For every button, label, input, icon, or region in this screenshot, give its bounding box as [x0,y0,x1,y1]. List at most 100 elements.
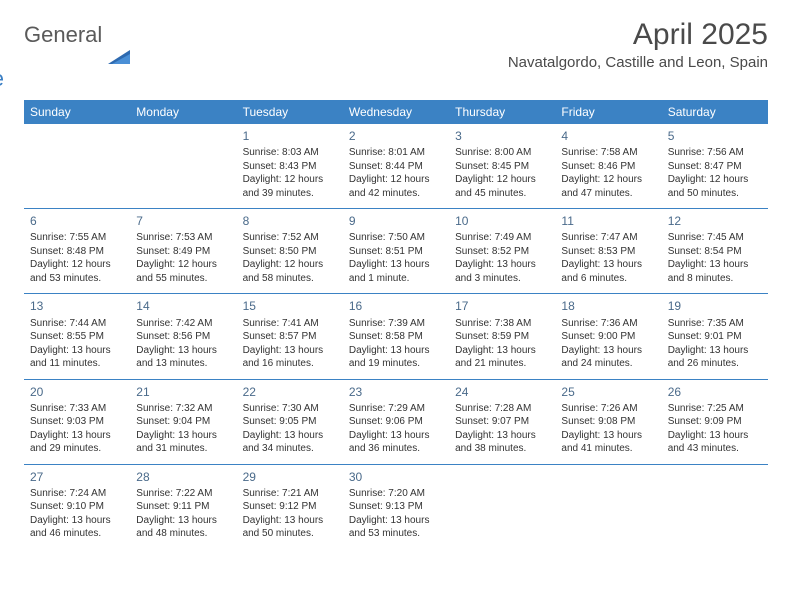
day-number: 2 [349,128,443,144]
calendar-empty-cell [130,124,236,209]
sunrise-text: Sunrise: 7:56 AM [668,146,762,160]
sunset-text: Sunset: 9:07 PM [455,415,549,429]
sunset-text: Sunset: 9:11 PM [136,500,230,514]
day-number: 20 [30,384,124,400]
calendar-day-cell: 20Sunrise: 7:33 AMSunset: 9:03 PMDayligh… [24,379,130,464]
calendar-day-cell: 4Sunrise: 7:58 AMSunset: 8:46 PMDaylight… [555,124,661,209]
logo-text-blue: Blue [0,66,102,92]
calendar-day-cell: 23Sunrise: 7:29 AMSunset: 9:06 PMDayligh… [343,379,449,464]
sunset-text: Sunset: 8:53 PM [561,245,655,259]
sunrise-text: Sunrise: 7:39 AM [349,317,443,331]
sunrise-text: Sunrise: 7:53 AM [136,231,230,245]
day-number: 7 [136,213,230,229]
sunset-text: Sunset: 9:00 PM [561,330,655,344]
calendar-week-row: 20Sunrise: 7:33 AMSunset: 9:03 PMDayligh… [24,379,768,464]
sunset-text: Sunset: 8:50 PM [243,245,337,259]
daylight-text: Daylight: 13 hours [136,429,230,443]
calendar-day-cell: 1Sunrise: 8:03 AMSunset: 8:43 PMDaylight… [237,124,343,209]
day-number: 4 [561,128,655,144]
day-number: 16 [349,298,443,314]
daylight-text: Daylight: 12 hours [243,173,337,187]
daylight-text: and 39 minutes. [243,187,337,201]
daylight-text: and 6 minutes. [561,272,655,286]
daylight-text: Daylight: 13 hours [561,258,655,272]
calendar-day-cell: 12Sunrise: 7:45 AMSunset: 8:54 PMDayligh… [662,209,768,294]
sunrise-text: Sunrise: 7:44 AM [30,317,124,331]
daylight-text: and 13 minutes. [136,357,230,371]
calendar-day-cell: 9Sunrise: 7:50 AMSunset: 8:51 PMDaylight… [343,209,449,294]
daylight-text: and 24 minutes. [561,357,655,371]
sunrise-text: Sunrise: 7:35 AM [668,317,762,331]
sunrise-text: Sunrise: 8:03 AM [243,146,337,160]
day-number: 19 [668,298,762,314]
daylight-text: Daylight: 13 hours [668,429,762,443]
sunrise-text: Sunrise: 7:36 AM [561,317,655,331]
day-number: 15 [243,298,337,314]
daylight-text: and 19 minutes. [349,357,443,371]
daylight-text: Daylight: 12 hours [136,258,230,272]
day-number: 25 [561,384,655,400]
day-number: 11 [561,213,655,229]
sunset-text: Sunset: 8:44 PM [349,160,443,174]
logo-text-general: General [24,22,102,48]
sunrise-text: Sunrise: 7:25 AM [668,402,762,416]
daylight-text: and 45 minutes. [455,187,549,201]
calendar-empty-cell [24,124,130,209]
day-number: 14 [136,298,230,314]
sunrise-text: Sunrise: 7:30 AM [243,402,337,416]
calendar-day-cell: 17Sunrise: 7:38 AMSunset: 8:59 PMDayligh… [449,294,555,379]
day-number: 22 [243,384,337,400]
daylight-text: Daylight: 13 hours [455,344,549,358]
daylight-text: and 53 minutes. [30,272,124,286]
daylight-text: and 31 minutes. [136,442,230,456]
logo: General Blue [24,22,134,92]
calendar-day-cell: 21Sunrise: 7:32 AMSunset: 9:04 PMDayligh… [130,379,236,464]
calendar-week-row: 27Sunrise: 7:24 AMSunset: 9:10 PMDayligh… [24,464,768,549]
calendar-day-cell: 8Sunrise: 7:52 AMSunset: 8:50 PMDaylight… [237,209,343,294]
day-number: 29 [243,469,337,485]
sunrise-text: Sunrise: 7:55 AM [30,231,124,245]
sunset-text: Sunset: 9:04 PM [136,415,230,429]
sunset-text: Sunset: 8:49 PM [136,245,230,259]
sunrise-text: Sunrise: 8:00 AM [455,146,549,160]
daylight-text: and 58 minutes. [243,272,337,286]
daylight-text: Daylight: 13 hours [455,258,549,272]
day-number: 28 [136,469,230,485]
sunrise-text: Sunrise: 7:26 AM [561,402,655,416]
sunrise-text: Sunrise: 8:01 AM [349,146,443,160]
daylight-text: Daylight: 13 hours [136,344,230,358]
daylight-text: and 50 minutes. [243,527,337,541]
calendar-day-cell: 26Sunrise: 7:25 AMSunset: 9:09 PMDayligh… [662,379,768,464]
weekday-header: Sunday [24,100,130,124]
calendar-day-cell: 5Sunrise: 7:56 AMSunset: 8:47 PMDaylight… [662,124,768,209]
day-number: 6 [30,213,124,229]
daylight-text: and 47 minutes. [561,187,655,201]
sunrise-text: Sunrise: 7:33 AM [30,402,124,416]
sunset-text: Sunset: 9:12 PM [243,500,337,514]
day-number: 23 [349,384,443,400]
sunrise-text: Sunrise: 7:20 AM [349,487,443,501]
calendar-day-cell: 24Sunrise: 7:28 AMSunset: 9:07 PMDayligh… [449,379,555,464]
day-number: 5 [668,128,762,144]
daylight-text: and 53 minutes. [349,527,443,541]
calendar-day-cell: 27Sunrise: 7:24 AMSunset: 9:10 PMDayligh… [24,464,130,549]
daylight-text: and 3 minutes. [455,272,549,286]
calendar-day-cell: 29Sunrise: 7:21 AMSunset: 9:12 PMDayligh… [237,464,343,549]
sunset-text: Sunset: 9:01 PM [668,330,762,344]
weekday-header: Friday [555,100,661,124]
sunrise-text: Sunrise: 7:42 AM [136,317,230,331]
page-title: April 2025 [508,18,768,52]
calendar-table: SundayMondayTuesdayWednesdayThursdayFrid… [24,100,768,549]
sunset-text: Sunset: 8:58 PM [349,330,443,344]
daylight-text: and 36 minutes. [349,442,443,456]
day-number: 17 [455,298,549,314]
day-number: 10 [455,213,549,229]
sunrise-text: Sunrise: 7:24 AM [30,487,124,501]
daylight-text: Daylight: 12 hours [243,258,337,272]
sunrise-text: Sunrise: 7:28 AM [455,402,549,416]
sunrise-text: Sunrise: 7:22 AM [136,487,230,501]
daylight-text: Daylight: 13 hours [349,344,443,358]
sunrise-text: Sunrise: 7:58 AM [561,146,655,160]
calendar-day-cell: 25Sunrise: 7:26 AMSunset: 9:08 PMDayligh… [555,379,661,464]
daylight-text: Daylight: 12 hours [668,173,762,187]
